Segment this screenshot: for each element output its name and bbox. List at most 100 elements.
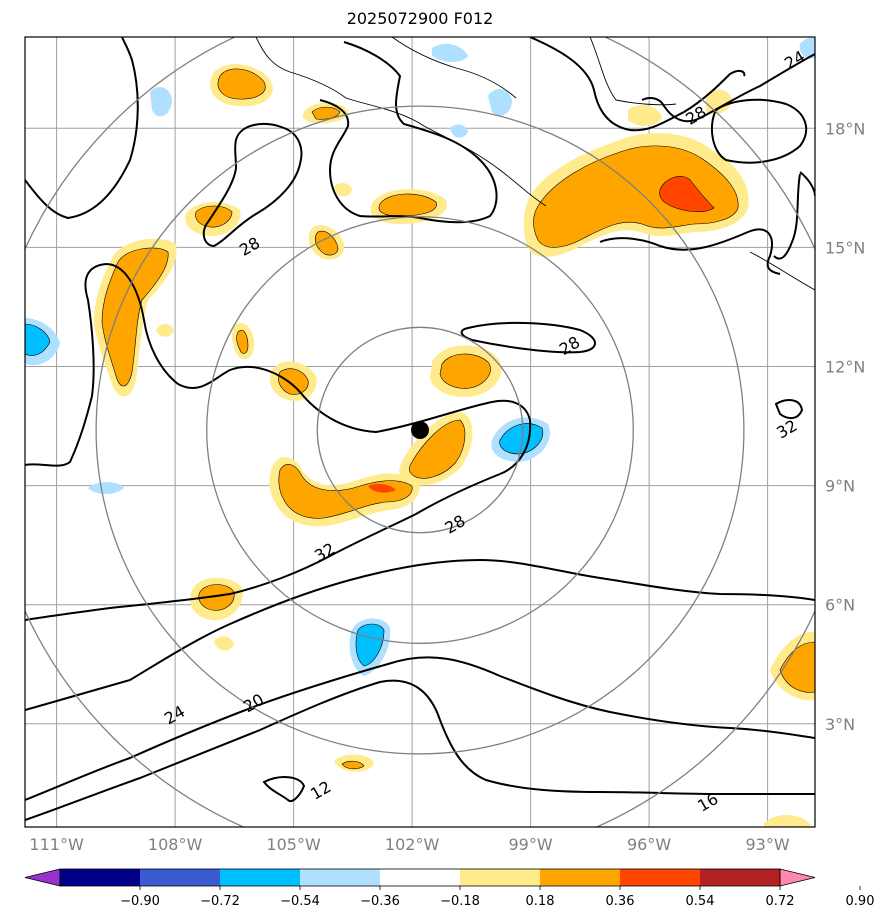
colorbar-segment bbox=[540, 869, 620, 886]
range-ring bbox=[316, 326, 524, 534]
blob-orange bbox=[278, 368, 309, 395]
negative-anomaly-blobs bbox=[25, 37, 815, 676]
colorbar-frame bbox=[59, 868, 781, 887]
blob-orange bbox=[311, 106, 341, 120]
colorbar-tick-label: 0.54 bbox=[686, 894, 715, 909]
blob-light-blue bbox=[150, 87, 172, 117]
colorbar-segment bbox=[700, 869, 780, 886]
plot-frame bbox=[24, 36, 816, 828]
blob-light-yellow bbox=[334, 182, 352, 197]
contour-line bbox=[460, 321, 596, 354]
colorbar-segment bbox=[60, 869, 140, 886]
contour-line bbox=[319, 41, 498, 224]
blob-light-blue bbox=[488, 88, 512, 116]
longitude-tick-label: 105°W bbox=[266, 835, 321, 854]
blob-orange bbox=[217, 68, 266, 100]
colorbar-segment bbox=[380, 869, 460, 886]
contour-line bbox=[25, 262, 532, 621]
blob-orange bbox=[378, 193, 437, 217]
contour-line bbox=[710, 98, 808, 164]
blob-deep-sky-blue bbox=[25, 323, 51, 356]
range-ring bbox=[95, 105, 745, 755]
contour-line bbox=[262, 776, 306, 802]
latitude-tick-label: 3°N bbox=[825, 715, 855, 734]
latitude-tick-label: 9°N bbox=[825, 477, 855, 496]
blob-light-yellow bbox=[156, 324, 174, 337]
latitude-tick-label: 15°N bbox=[825, 238, 865, 257]
colorbar-tick-label: 0.72 bbox=[766, 894, 795, 909]
thin-outline-lines bbox=[255, 37, 815, 291]
longitude-tick-label: 108°W bbox=[148, 835, 203, 854]
thin-line bbox=[391, 37, 517, 99]
longitude-tick-label: 96°W bbox=[627, 835, 671, 854]
colorbar-tick-label: 0.36 bbox=[606, 894, 635, 909]
blob-light-blue bbox=[432, 43, 468, 62]
blob-light-blue bbox=[88, 482, 124, 494]
blob-light-yellow bbox=[628, 104, 662, 126]
contour-line bbox=[25, 558, 815, 711]
blob-orange bbox=[779, 641, 815, 693]
blob-light-blue bbox=[799, 37, 815, 59]
contour-line bbox=[25, 656, 815, 801]
map-title: 2025072900 F012 bbox=[346, 9, 494, 28]
contour-line bbox=[25, 37, 139, 220]
contour-lines bbox=[25, 37, 815, 821]
contour-line bbox=[25, 679, 815, 821]
colorbar-extend-high bbox=[779, 868, 816, 887]
longitude-tick-label: 111°W bbox=[29, 835, 84, 854]
latitude-tick-labels: 3°N 6°N 9°N 12°N 15°N 18°N bbox=[825, 119, 865, 733]
shaded-field bbox=[25, 37, 815, 827]
colorbar-segment bbox=[620, 869, 700, 886]
colorbar-tick-label: −0.90 bbox=[120, 894, 160, 909]
longitude-tick-label: 99°W bbox=[509, 835, 553, 854]
contour-line bbox=[641, 53, 815, 123]
contour-line bbox=[202, 123, 303, 248]
blob-orange bbox=[439, 353, 491, 389]
blob-orange bbox=[198, 584, 235, 611]
colorbar-tick-label: −0.72 bbox=[200, 894, 240, 909]
contour-line bbox=[599, 228, 781, 275]
colorbar: −0.90 −0.72 −0.54 −0.36 −0.18 0.18 0.36 0.54 0.7… bbox=[24, 868, 875, 909]
longitude-tick-label: 102°W bbox=[385, 835, 440, 854]
blob-light-blue bbox=[450, 124, 468, 138]
blob-light-yellow bbox=[764, 815, 810, 827]
contour-line bbox=[529, 37, 746, 132]
map-content bbox=[25, 37, 815, 827]
latitude-tick-label: 6°N bbox=[825, 596, 855, 615]
blob-orange bbox=[195, 205, 233, 228]
colorbar-tick-label: 0.90 bbox=[846, 894, 875, 909]
thin-line bbox=[255, 37, 547, 207]
blob-orange bbox=[314, 230, 339, 256]
blob-red-orange bbox=[659, 176, 715, 213]
colorbar-segment bbox=[220, 869, 300, 886]
colorbar-extend-low bbox=[24, 868, 61, 887]
positive-anomaly-blobs bbox=[94, 64, 815, 827]
range-ring bbox=[206, 216, 634, 644]
blob-deep-sky-blue bbox=[499, 423, 544, 455]
blob-deep-sky-blue bbox=[355, 623, 385, 667]
colorbar-segment bbox=[300, 869, 380, 886]
blob-orange bbox=[533, 145, 739, 248]
colorbar-segment bbox=[140, 869, 220, 886]
blob-orange bbox=[341, 760, 365, 770]
latitude-tick-label: 18°N bbox=[825, 119, 865, 138]
longitude-tick-labels: 111°W 108°W 105°W 102°W 99°W 96°W 93°W bbox=[29, 835, 789, 854]
thin-line bbox=[749, 251, 815, 291]
blob-red-orange bbox=[368, 483, 396, 493]
latitude-tick-label: 12°N bbox=[825, 357, 865, 376]
colorbar-segment bbox=[460, 869, 540, 886]
colorbar-tick-label: −0.54 bbox=[280, 894, 320, 909]
range-rings bbox=[25, 37, 815, 827]
blob-orange bbox=[278, 464, 413, 519]
thin-line bbox=[589, 37, 677, 106]
colorbar-tick-label: −0.36 bbox=[360, 894, 400, 909]
colorbar-tick-label: −0.18 bbox=[440, 894, 480, 909]
blob-orange bbox=[236, 329, 249, 354]
blob-orange bbox=[408, 419, 466, 479]
storm-center-marker bbox=[411, 421, 429, 440]
contour-line bbox=[774, 399, 804, 420]
colorbar-tick-label: 0.18 bbox=[526, 894, 555, 909]
blob-orange bbox=[101, 247, 169, 387]
blob-light-yellow bbox=[214, 636, 234, 651]
